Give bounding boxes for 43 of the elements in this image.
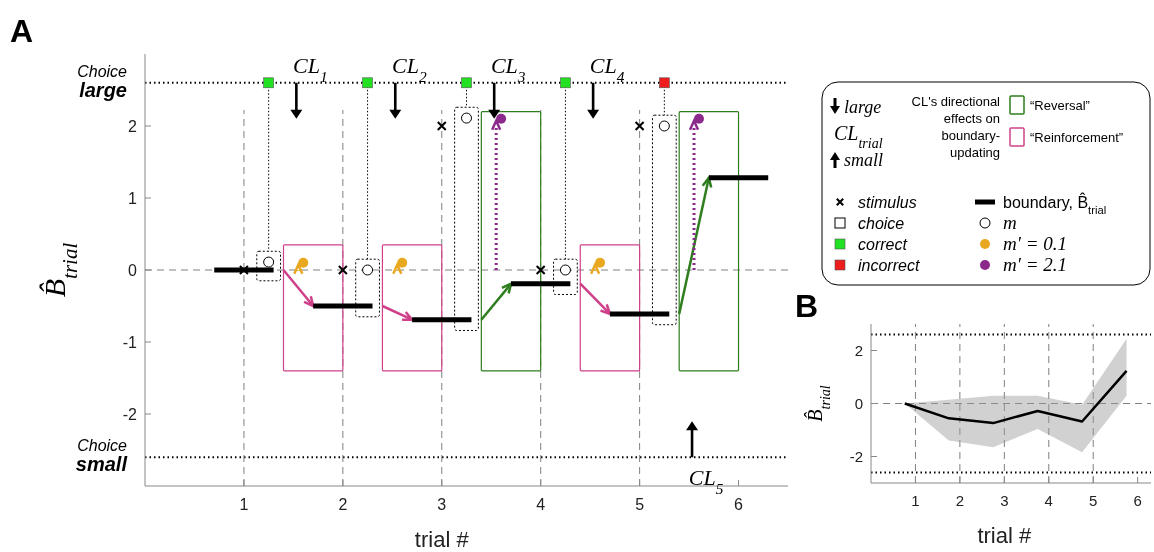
text: “Reversal” — [1030, 98, 1090, 113]
x-tick-label: 3 — [1000, 492, 1009, 509]
legend-label: incorrect — [858, 257, 920, 274]
x-axis-title: trial # — [977, 523, 1032, 548]
text: choice — [858, 215, 905, 232]
x-tick-label: 2 — [338, 496, 348, 513]
annotation: CL$_{3}$ — [490, 52, 526, 85]
x-tick-label: 6 — [1133, 492, 1142, 509]
text: A — [10, 13, 34, 49]
ref-line-label: Choice large — [77, 62, 128, 101]
text: “Reinforcement” — [1030, 130, 1124, 145]
y-tick-label: -1 — [122, 333, 138, 351]
y-tick-label: -2 — [122, 405, 138, 423]
y-tick-label: 2 — [128, 117, 138, 135]
x-tick-label: 5 — [635, 496, 645, 513]
text: small — [844, 150, 884, 170]
x-tick-label: 1 — [911, 492, 920, 509]
x-tick-label: 4 — [1044, 492, 1053, 509]
text: B — [795, 288, 819, 324]
annotation: CL$_{2}$ — [391, 52, 427, 85]
x-tick-label: 2 — [955, 492, 965, 509]
y-tick-label: -2 — [849, 447, 863, 465]
legend-label: m′ = 0.1 — [1003, 233, 1067, 254]
x-tick-label: 3 — [437, 496, 447, 513]
y-tick-label: 0 — [854, 394, 863, 412]
text: large — [844, 97, 882, 117]
annotation: CL$_{1}$ — [293, 52, 328, 85]
x-tick-label: 4 — [536, 496, 546, 513]
text: CL's directional effects on boundary-updating — [911, 94, 1001, 160]
y-tick-label: 2 — [854, 341, 863, 359]
x-axis-title: trial # — [414, 527, 470, 552]
annotation: CL$_{5}$ — [688, 465, 724, 497]
x-tick-label: 1 — [239, 496, 249, 513]
ref-line-label: Choice small — [75, 437, 128, 476]
annotation: CL$_{4}$ — [589, 52, 625, 85]
legend-label: correct — [858, 236, 908, 253]
text: CL$_{trial}$ — [834, 122, 883, 151]
legend-label: stimulus — [858, 194, 917, 211]
y-tick-label: 0 — [128, 261, 138, 279]
x-tick-label: 5 — [1089, 492, 1098, 509]
x-tick-label: 6 — [734, 496, 744, 513]
legend-label: m′ = 2.1 — [1003, 254, 1067, 275]
y-tick-label: 1 — [128, 189, 138, 207]
